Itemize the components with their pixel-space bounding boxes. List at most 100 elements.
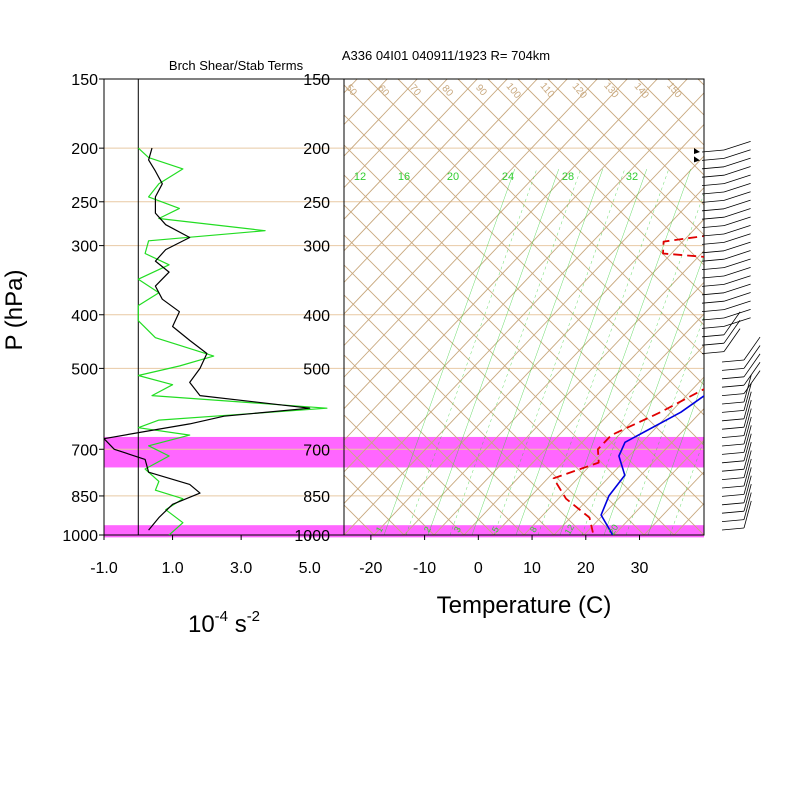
wind-barb — [723, 216, 751, 226]
wind-barb-shaft — [701, 216, 725, 220]
wind-barb — [743, 345, 761, 369]
adiabat-line — [397, 79, 704, 386]
isotherm-line — [344, 79, 418, 157]
wind-barb — [743, 336, 761, 361]
wind-barb-shaft — [721, 359, 745, 363]
right-y-tick-label: 200 — [303, 141, 330, 158]
wind-barb-shaft — [701, 284, 725, 287]
isotherm-line — [703, 534, 704, 535]
adiabat-line — [607, 79, 704, 176]
wind-barb — [743, 500, 752, 529]
right-y-tick-labels: 150 200 250 300 400 500 700 850 1000 — [294, 72, 330, 545]
skewt-grid — [344, 79, 800, 535]
left-y-tick-label: 250 — [71, 195, 98, 212]
right-x-tick-labels: -20 -10 0 10 20 30 — [359, 535, 649, 577]
wind-barb — [743, 475, 752, 503]
wind-barb-shaft — [721, 384, 745, 388]
adiabat-line — [344, 234, 645, 535]
red-series-line — [552, 235, 704, 533]
theta-label: 100 — [504, 81, 523, 101]
wind-barb — [743, 362, 761, 386]
left-y-tick-label: 150 — [71, 72, 98, 89]
wind-barb-shaft — [721, 510, 745, 514]
wind-barb — [723, 191, 751, 201]
wind-barb — [743, 374, 752, 403]
right-y-tick-label: 700 — [303, 442, 330, 459]
right-x-tick-label: 10 — [523, 560, 541, 577]
wind-barb — [723, 283, 751, 294]
isotherm-line — [344, 79, 538, 284]
wind-barb — [723, 311, 741, 336]
left-x-axis-label-base: 10 — [188, 611, 215, 638]
right-x-tick-label: 20 — [577, 560, 595, 577]
adiabat-line — [344, 444, 435, 535]
wind-barb — [743, 408, 752, 436]
isotherm-line — [344, 79, 628, 378]
wind-barb — [723, 233, 751, 243]
isotherm-label: 16 — [398, 171, 410, 183]
mixing-ratio-label: 3 — [452, 525, 463, 534]
wind-barb-shaft — [701, 233, 725, 237]
left-y-tick-label: 400 — [71, 308, 98, 325]
isotherm-line — [433, 250, 704, 535]
wind-barb-shaft — [721, 443, 745, 447]
wind-barb-shaft — [721, 393, 745, 396]
isotherm-line — [373, 186, 704, 535]
adiabat-line — [344, 144, 704, 506]
wind-barb — [723, 182, 751, 193]
isotherm-line — [794, 79, 800, 535]
isotherm-line — [523, 344, 704, 535]
isotherm-line — [734, 79, 800, 535]
mixing-ratio-line — [493, 168, 626, 535]
wind-barb — [743, 370, 761, 394]
isotherm-line — [344, 79, 568, 315]
highlight-band-0 — [104, 436, 704, 468]
left-y-tick-label: 200 — [71, 141, 98, 158]
isotherm-label: 32 — [626, 171, 638, 183]
wind-barbs — [694, 140, 761, 531]
mixing-ratio-line — [471, 168, 604, 535]
wind-barb-shaft — [721, 435, 745, 438]
wind-barb-shaft — [701, 326, 725, 329]
right-x-tick-label: -10 — [413, 560, 436, 577]
adiabat-line — [427, 79, 704, 356]
wind-barb — [743, 400, 752, 428]
wind-barb-shaft — [701, 250, 725, 254]
wind-barb-flag — [694, 148, 700, 154]
mixing-ratio-line — [427, 168, 560, 535]
mixing-ratio-line — [383, 168, 516, 535]
mixing-ratio-line — [449, 168, 582, 535]
mixing-ratio-line — [581, 192, 704, 535]
adiabat-line — [728, 79, 800, 535]
wind-barb-shaft — [721, 368, 745, 371]
mixing-ratio-label: 20 — [607, 523, 621, 537]
wind-barb — [743, 425, 752, 453]
wind-barb — [743, 433, 752, 461]
wind-barb-shaft — [721, 418, 745, 422]
isotherm-line — [493, 313, 704, 535]
left-panel-title: Brch Shear/Stab Terms — [169, 58, 304, 73]
wind-barb-shaft — [701, 275, 725, 279]
highlight-bands — [104, 436, 704, 538]
right-panel-frame — [343, 78, 705, 536]
adiabat-line — [367, 79, 704, 416]
isotherm-line — [403, 218, 704, 535]
isotherm-line — [344, 79, 448, 189]
wind-barb — [723, 300, 751, 310]
isotherm-line — [344, 79, 658, 410]
isotherm-line — [344, 79, 508, 252]
wind-barb — [743, 416, 752, 445]
isotherm-line — [344, 79, 688, 441]
wind-barb — [743, 484, 752, 512]
left-y-tick-label: 1000 — [62, 528, 98, 545]
wind-barb-shaft — [721, 452, 745, 455]
adiabat-line — [344, 324, 555, 535]
adiabat-line — [344, 354, 525, 535]
wind-barb-shaft — [701, 158, 725, 161]
adiabat-line — [344, 294, 585, 535]
wind-barb-shaft — [701, 200, 725, 203]
wind-barb — [723, 320, 741, 344]
highlight-band-1 — [104, 525, 704, 538]
wind-barb — [743, 383, 752, 411]
wind-barb — [723, 250, 751, 260]
